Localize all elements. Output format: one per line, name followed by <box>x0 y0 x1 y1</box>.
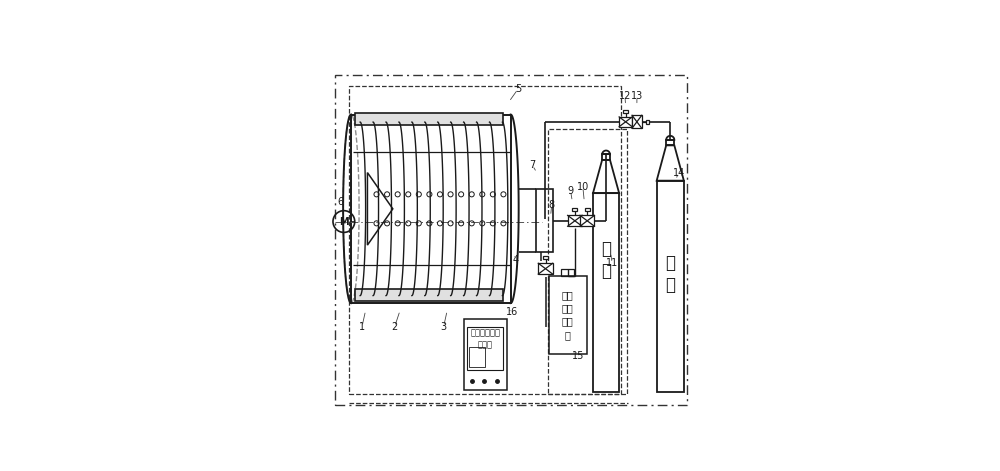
Text: 钕硼
钕晶
磁粉
罐: 钕硼 钕晶 磁粉 罐 <box>562 290 574 340</box>
Text: 电磁加热固粉
控制柜: 电磁加热固粉 控制柜 <box>470 329 500 349</box>
Text: 1: 1 <box>359 322 365 332</box>
Bar <box>593 193 619 392</box>
Text: 5: 5 <box>515 84 521 94</box>
Bar <box>543 256 548 259</box>
Text: 氮
气: 氮 气 <box>665 254 675 294</box>
Bar <box>467 327 503 370</box>
Bar <box>619 117 632 127</box>
Text: 12: 12 <box>619 91 631 101</box>
Text: 7: 7 <box>529 160 536 171</box>
Bar <box>580 215 594 226</box>
Text: 10: 10 <box>577 182 589 192</box>
Text: 15: 15 <box>572 351 584 361</box>
Text: 14: 14 <box>672 168 685 178</box>
Bar <box>623 110 628 113</box>
Text: 4: 4 <box>512 255 518 265</box>
Text: 2: 2 <box>392 322 398 332</box>
Text: 13: 13 <box>631 91 643 101</box>
Text: M: M <box>339 217 349 227</box>
Bar <box>657 181 684 392</box>
Text: 16: 16 <box>506 307 519 317</box>
Bar <box>585 208 590 211</box>
Bar <box>568 215 582 226</box>
Bar <box>632 115 642 128</box>
Bar <box>355 289 503 301</box>
Bar <box>561 269 574 276</box>
Bar <box>351 114 511 303</box>
Text: 3: 3 <box>441 322 447 332</box>
Bar <box>549 276 587 354</box>
Bar <box>536 189 553 252</box>
Bar <box>538 263 553 274</box>
Bar <box>355 113 503 125</box>
Bar <box>349 86 621 394</box>
Bar <box>548 129 627 394</box>
Bar <box>464 319 507 390</box>
Bar <box>666 140 674 146</box>
Bar <box>646 120 649 124</box>
Text: 6: 6 <box>337 196 343 207</box>
Text: 8: 8 <box>549 200 555 210</box>
Bar <box>602 154 610 160</box>
Text: 11: 11 <box>606 258 618 268</box>
Bar <box>469 347 485 366</box>
Text: 氯
气: 氯 气 <box>601 240 611 280</box>
Text: 9: 9 <box>567 186 574 196</box>
Bar <box>572 208 577 211</box>
